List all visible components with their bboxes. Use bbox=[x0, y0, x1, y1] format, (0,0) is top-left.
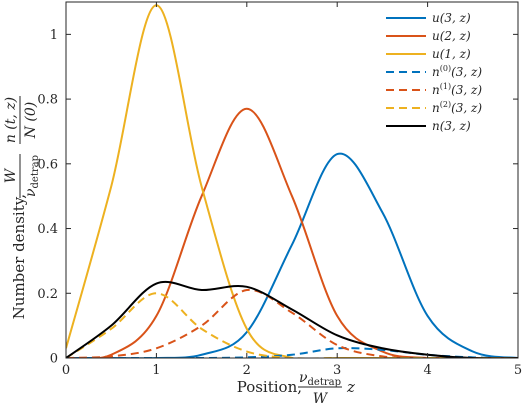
legend-label-2: u(2, z) bbox=[432, 29, 471, 43]
series-line-3 bbox=[66, 4, 518, 358]
axes: 0 1 2 3 4 5 0 0.2 0.4 0.6 0.8 1 bbox=[37, 1, 522, 378]
x-tick-label-0: 0 bbox=[62, 363, 70, 378]
series-line-7 bbox=[66, 280, 518, 358]
legend-label-1: u(3, z) bbox=[432, 11, 471, 25]
legend-label-3: u(1, z) bbox=[432, 47, 471, 61]
x-axis-label-suffix: z bbox=[346, 378, 355, 396]
series-line-6 bbox=[66, 292, 518, 358]
y-tick-label-3: 0.6 bbox=[37, 157, 58, 172]
series-line-1 bbox=[66, 152, 518, 358]
y-tick-label-4: 0.8 bbox=[37, 93, 58, 108]
x-axis-label-frac-den: W bbox=[313, 391, 329, 407]
y-axis-label-frac2-num: n (t, z) bbox=[3, 97, 19, 143]
y-tick-label-1: 0.2 bbox=[37, 287, 58, 302]
y-axis-label-prefix: Number density, bbox=[10, 194, 28, 319]
x-tick-label-3: 3 bbox=[333, 363, 341, 378]
series-line-4 bbox=[66, 347, 518, 358]
y-tick-label-2: 0.4 bbox=[37, 222, 58, 237]
legend-label-7: n(3, z) bbox=[432, 119, 471, 133]
y-tick-label-0: 0 bbox=[50, 352, 58, 367]
x-tick-label-1: 1 bbox=[152, 363, 160, 378]
plot-area bbox=[66, 4, 518, 358]
x-tick-label-4: 4 bbox=[423, 363, 431, 378]
x-tick-label-2: 2 bbox=[243, 363, 251, 378]
series-line-2 bbox=[66, 107, 518, 358]
y-axis-label-frac1-num: W bbox=[3, 167, 19, 183]
legend-label-4: n(0)(3, z) bbox=[432, 64, 482, 79]
series-line-5 bbox=[66, 289, 518, 358]
x-axis-label: Position, bbox=[237, 378, 302, 396]
x-axis-label-frac-num: νdetrap bbox=[299, 370, 341, 388]
y-axis-label-frac2-den: N (0) bbox=[23, 102, 39, 140]
y-tick-label-5: 1 bbox=[50, 28, 58, 43]
legend: u(3, z) u(2, z) u(1, z) n(0)(3, z) n(1)(3, z… bbox=[386, 11, 482, 133]
axes-frame bbox=[65, 1, 519, 359]
y-axis-label-frac1-den: νdetrap bbox=[23, 155, 41, 197]
legend-label-6: n(2)(3, z) bbox=[432, 100, 482, 115]
x-tick-label-5: 5 bbox=[514, 363, 522, 378]
legend-label-5: n(1)(3, z) bbox=[432, 82, 482, 97]
